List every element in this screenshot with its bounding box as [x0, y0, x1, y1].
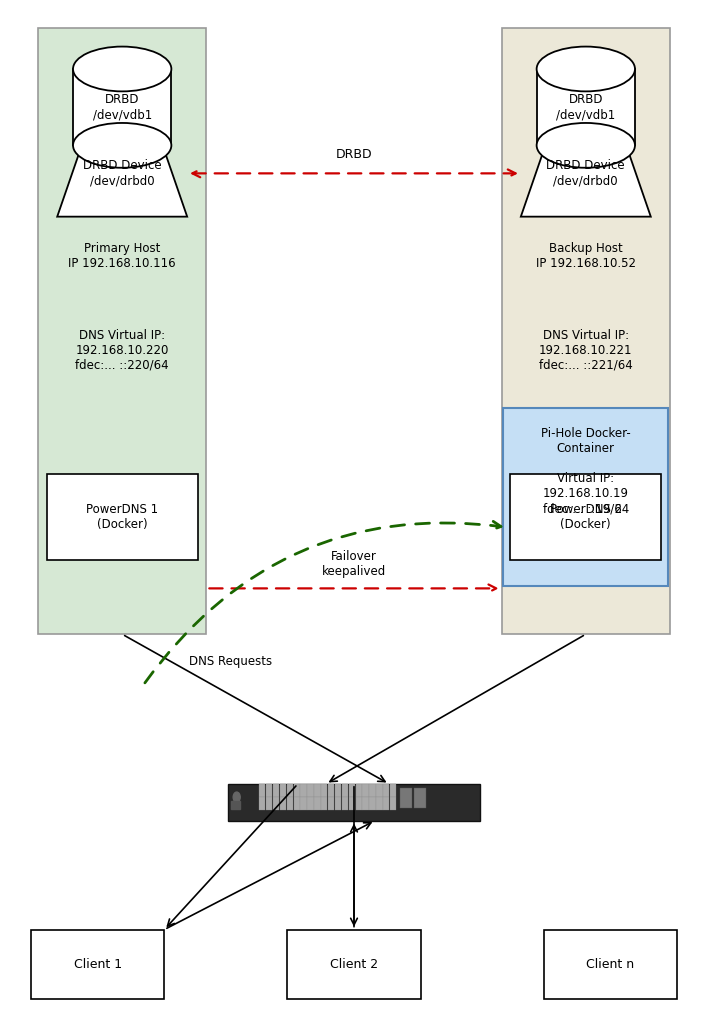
Bar: [266, 797, 273, 810]
Polygon shape: [57, 130, 187, 217]
Text: DNS Virtual IP:
192.168.10.220
fdec:... ::220/64: DNS Virtual IP: 192.168.10.220 fdec:... …: [75, 329, 169, 372]
FancyArrowPatch shape: [145, 521, 501, 683]
Bar: [287, 797, 293, 810]
Text: DNS Virtual IP:
192.168.10.221
fdec:... ::221/64: DNS Virtual IP: 192.168.10.221 fdec:... …: [539, 329, 633, 372]
Bar: [544, 930, 677, 998]
Text: DRBD Device
/dev/drbd0: DRBD Device /dev/drbd0: [547, 160, 625, 187]
Bar: [348, 784, 355, 797]
Bar: [321, 784, 327, 797]
Bar: [503, 408, 668, 586]
Bar: [537, 69, 635, 145]
Ellipse shape: [73, 46, 171, 91]
Bar: [47, 474, 198, 560]
Bar: [328, 797, 334, 810]
Text: Client 1: Client 1: [74, 957, 122, 971]
Bar: [294, 797, 300, 810]
Bar: [348, 797, 355, 810]
Bar: [287, 930, 421, 998]
Text: Client n: Client n: [586, 957, 634, 971]
Bar: [307, 784, 314, 797]
Bar: [280, 797, 286, 810]
Bar: [510, 474, 661, 560]
Bar: [501, 29, 670, 634]
Bar: [355, 784, 362, 797]
Bar: [280, 784, 286, 797]
Bar: [314, 784, 321, 797]
Bar: [342, 797, 348, 810]
Text: Primary Host
IP 192.168.10.116: Primary Host IP 192.168.10.116: [69, 242, 176, 270]
Bar: [307, 797, 314, 810]
Bar: [362, 797, 369, 810]
Bar: [287, 784, 293, 797]
Bar: [31, 930, 164, 998]
Text: PowerDNS 1
(Docker): PowerDNS 1 (Docker): [86, 503, 159, 531]
Bar: [383, 797, 389, 810]
Bar: [266, 784, 273, 797]
Bar: [259, 784, 266, 797]
Bar: [300, 784, 307, 797]
Bar: [370, 784, 376, 797]
Text: Client 2: Client 2: [330, 957, 378, 971]
Bar: [390, 797, 396, 810]
Bar: [400, 788, 411, 808]
Text: Failover
keepalived: Failover keepalived: [322, 550, 386, 579]
Bar: [342, 784, 348, 797]
Bar: [383, 784, 389, 797]
Text: DNS Requests: DNS Requests: [189, 654, 272, 668]
Text: DRBD Device
/dev/drbd0: DRBD Device /dev/drbd0: [83, 160, 161, 187]
Bar: [390, 784, 396, 797]
Ellipse shape: [73, 123, 171, 168]
Bar: [273, 784, 279, 797]
Bar: [335, 784, 341, 797]
Bar: [335, 797, 341, 810]
Text: PowerDNS 2
(Docker): PowerDNS 2 (Docker): [549, 503, 622, 531]
Bar: [314, 797, 321, 810]
Bar: [328, 784, 334, 797]
Bar: [376, 784, 382, 797]
Bar: [227, 784, 481, 820]
Bar: [355, 797, 362, 810]
Text: DRBD
/dev/vdb1: DRBD /dev/vdb1: [556, 93, 615, 121]
Bar: [231, 801, 239, 809]
Bar: [294, 784, 300, 797]
Bar: [376, 797, 382, 810]
Bar: [414, 788, 426, 808]
Bar: [370, 797, 376, 810]
Polygon shape: [521, 130, 651, 217]
Bar: [273, 797, 279, 810]
Text: DRBD: DRBD: [336, 148, 372, 161]
Bar: [38, 29, 207, 634]
Circle shape: [233, 793, 240, 802]
Bar: [321, 797, 327, 810]
Ellipse shape: [537, 46, 635, 91]
Bar: [300, 797, 307, 810]
Text: DRBD
/dev/vdb1: DRBD /dev/vdb1: [93, 93, 152, 121]
Text: Pi-Hole Docker-
Container

Virtual IP:
192.168.10.19
fdec:... ::19/64: Pi-Hole Docker- Container Virtual IP: 19…: [541, 427, 631, 515]
Bar: [73, 69, 171, 145]
Text: Backup Host
IP 192.168.10.52: Backup Host IP 192.168.10.52: [536, 242, 636, 270]
Bar: [259, 797, 266, 810]
Bar: [362, 784, 369, 797]
Ellipse shape: [537, 123, 635, 168]
